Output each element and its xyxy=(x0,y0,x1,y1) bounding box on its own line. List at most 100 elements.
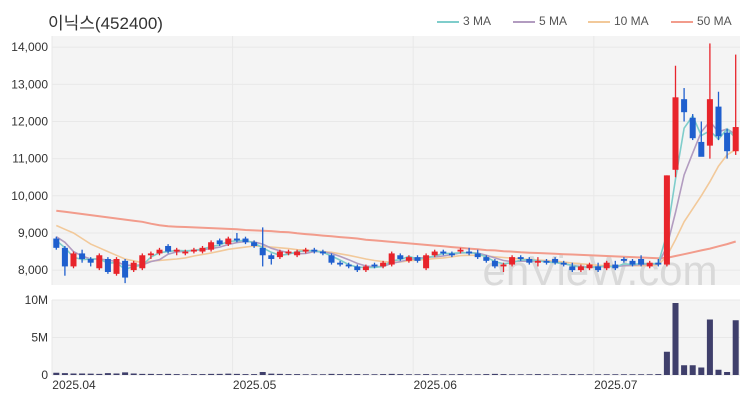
volume-bar xyxy=(122,372,129,375)
volume-bar xyxy=(732,320,739,375)
price-tick-label: 10,000 xyxy=(11,189,48,203)
candle-body xyxy=(569,266,576,271)
legend-item-50ma: 50 MA xyxy=(671,14,732,28)
candle-body xyxy=(328,255,335,263)
volume-bar xyxy=(638,374,645,375)
candle-body xyxy=(268,255,275,259)
volume-bar xyxy=(534,374,541,375)
volume-bar xyxy=(216,373,223,375)
volume-bar xyxy=(655,374,662,375)
candle-body xyxy=(517,257,524,259)
legend-item-5ma: 5 MA xyxy=(513,14,567,28)
candle-body xyxy=(371,264,378,267)
legend-swatch xyxy=(671,20,693,23)
volume-bar xyxy=(517,374,524,375)
candle-body xyxy=(233,238,240,241)
volume-bar xyxy=(70,373,77,375)
candle-body xyxy=(113,258,120,274)
candle-body xyxy=(620,258,627,261)
candle-body xyxy=(122,260,129,278)
candle-body xyxy=(319,251,326,254)
price-tick-label: 12,000 xyxy=(11,114,48,128)
volume-bar xyxy=(483,374,490,375)
candle-body xyxy=(431,251,438,256)
volume-bar xyxy=(706,319,713,375)
volume-bar xyxy=(182,374,189,375)
volume-bar xyxy=(199,374,206,375)
candle-body xyxy=(595,266,602,271)
volume-bar xyxy=(165,373,172,375)
candle-body xyxy=(311,249,318,252)
candle-body xyxy=(552,258,559,263)
candle-body xyxy=(208,242,215,250)
volume-bar xyxy=(371,374,378,375)
date-tick-label: 2025.04 xyxy=(52,378,96,392)
candle-body xyxy=(147,253,154,256)
volume-bar xyxy=(251,374,258,375)
candle-body xyxy=(53,238,60,248)
volume-bar xyxy=(302,374,309,375)
candle-body xyxy=(337,262,344,265)
candle-body xyxy=(285,251,292,254)
volume-bar xyxy=(354,374,361,375)
candle-body xyxy=(526,258,533,263)
candle-body xyxy=(405,257,412,261)
volume-bar xyxy=(491,373,498,375)
volume-bar xyxy=(53,372,60,375)
volume-bar xyxy=(190,374,197,375)
volume-bar xyxy=(225,373,232,375)
volume-tick-label: 5M xyxy=(31,331,48,345)
legend-swatch xyxy=(513,20,535,23)
volume-bar xyxy=(663,351,670,375)
volume-bar xyxy=(328,373,335,375)
candle-body xyxy=(414,257,421,261)
candle-body xyxy=(509,257,516,265)
volume-bar xyxy=(577,374,584,375)
legend-label: 5 MA xyxy=(539,14,568,28)
candle-body xyxy=(440,251,447,254)
candle-body xyxy=(483,257,490,261)
volume-bar xyxy=(672,303,679,375)
candle-body xyxy=(448,253,455,256)
ma-line-50ma xyxy=(56,209,736,260)
candle-body xyxy=(139,255,146,269)
volume-bar xyxy=(311,374,318,375)
volume-bar xyxy=(397,374,404,375)
volume-bar xyxy=(595,374,602,375)
legend-label: 50 MA xyxy=(697,14,732,28)
candle-body xyxy=(87,258,94,263)
price-tick-label: 11,000 xyxy=(12,152,48,166)
volume-bar xyxy=(552,374,559,375)
volume-bar xyxy=(259,372,266,375)
candle-body xyxy=(302,249,309,252)
volume-bar xyxy=(104,373,111,375)
volume-bar xyxy=(560,374,567,375)
volume-bar xyxy=(440,374,447,375)
candle-body xyxy=(70,253,77,267)
candle-body xyxy=(457,249,464,252)
candle-body xyxy=(586,264,593,269)
volume-bar xyxy=(586,374,593,375)
candle-body xyxy=(638,258,645,265)
candle-body xyxy=(362,266,369,271)
price-tick-label: 13,000 xyxy=(11,77,48,91)
volume-bar xyxy=(79,373,86,375)
candle-body xyxy=(130,262,137,271)
candle-body xyxy=(423,255,430,269)
legend-item-10ma: 10 MA xyxy=(588,14,649,28)
candle-body xyxy=(560,262,567,265)
candle-body xyxy=(165,245,172,252)
candle-body xyxy=(199,247,206,252)
candle-body xyxy=(689,117,696,139)
volume-bar xyxy=(681,365,688,375)
candle-body xyxy=(500,264,507,267)
legend-label: 3 MA xyxy=(463,14,492,28)
candle-body xyxy=(354,266,361,271)
legend-swatch xyxy=(588,20,610,23)
candle-body xyxy=(182,251,189,254)
volume-bar xyxy=(87,373,94,375)
candle-body xyxy=(672,97,679,170)
candle-body xyxy=(706,99,713,146)
volume-bar xyxy=(294,374,301,375)
